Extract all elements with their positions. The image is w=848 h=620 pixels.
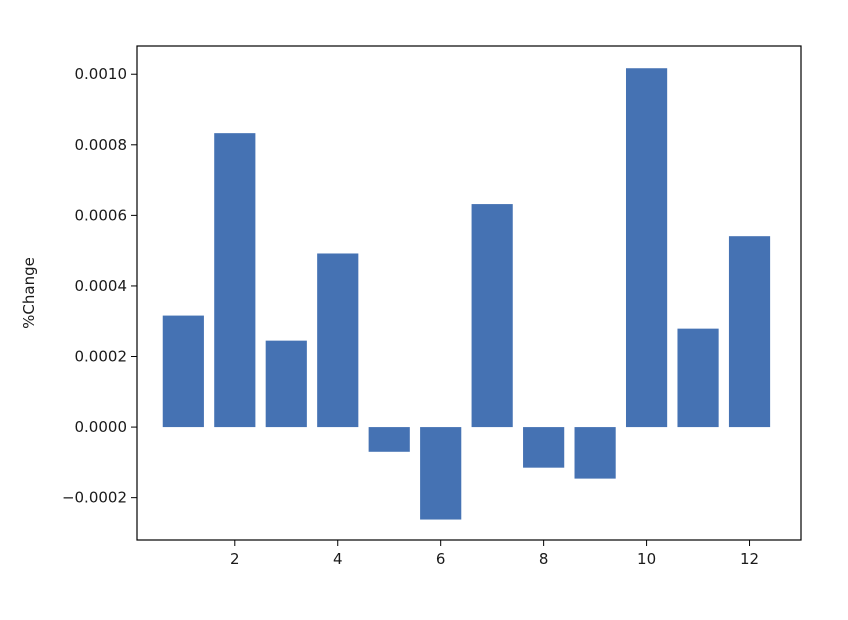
y-tick-label: 0.0002: [75, 348, 128, 366]
y-tick-label: 0.0008: [75, 136, 128, 154]
x-axis: 2 4 6 8 10 12: [230, 540, 759, 568]
x-tick-label: 2: [230, 550, 240, 568]
bar-11: [677, 328, 719, 428]
y-tick-label: −0.0002: [62, 489, 127, 507]
y-axis-label: %Change: [20, 257, 38, 329]
y-tick-label: 0.0010: [75, 65, 128, 83]
x-tick-label: 4: [333, 550, 343, 568]
x-tick-label: 8: [539, 550, 549, 568]
bar-1: [162, 315, 204, 428]
bar-6: [420, 427, 462, 520]
bar-7: [471, 204, 513, 428]
x-tick-label: 6: [436, 550, 446, 568]
x-tick-label: 10: [637, 550, 656, 568]
bar-5: [368, 427, 410, 452]
y-tick-label: 0.0000: [75, 418, 128, 436]
bars-layer: [162, 68, 771, 520]
y-axis: −0.0002 0.0000 0.0002 0.0004 0.0006 0.0008 0.0…: [62, 65, 137, 507]
y-tick-label: 0.0006: [75, 206, 128, 224]
bar-3: [265, 340, 307, 428]
bar-9: [574, 427, 616, 479]
bar-10: [625, 68, 668, 428]
bar-8: [523, 427, 565, 468]
bar-4: [317, 253, 359, 428]
bar-2: [214, 133, 256, 428]
plot-frame: [136, 45, 802, 541]
x-tick-label: 12: [740, 550, 759, 568]
bar-12: [728, 236, 771, 428]
y-tick-label: 0.0004: [75, 277, 128, 295]
